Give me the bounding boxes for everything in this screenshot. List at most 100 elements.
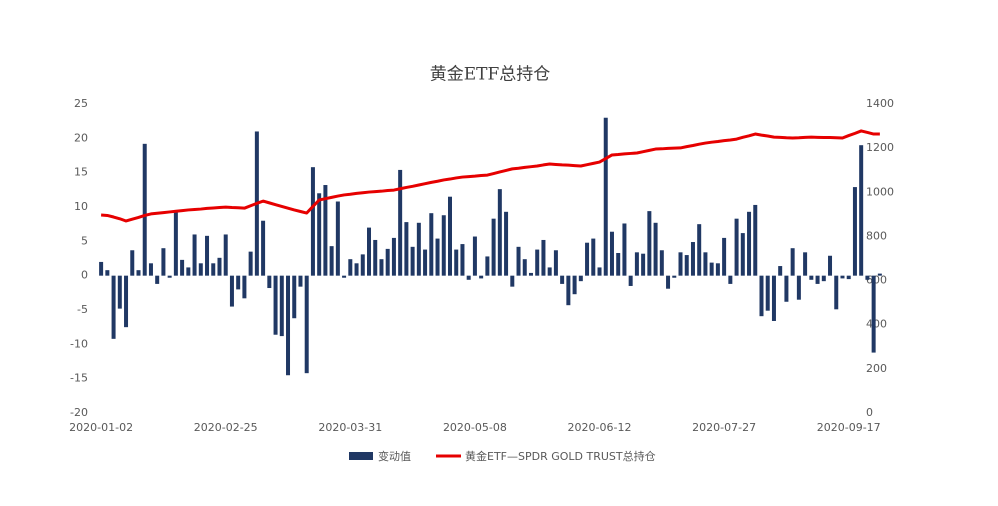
bar — [248, 251, 253, 276]
bar — [859, 145, 864, 276]
bar — [472, 236, 477, 276]
bar — [142, 143, 147, 276]
bar — [435, 238, 440, 276]
bar — [124, 275, 129, 328]
bar — [292, 275, 297, 319]
bar — [229, 275, 234, 307]
legend-swatch — [349, 452, 373, 460]
bar — [454, 249, 459, 276]
y2-tick-label: 400 — [866, 318, 887, 331]
bar — [778, 266, 783, 276]
bar — [298, 275, 303, 287]
bar — [796, 275, 801, 300]
bar — [329, 246, 334, 276]
line — [101, 129, 880, 223]
y-tick-label: 10 — [74, 200, 88, 213]
bar — [317, 193, 322, 276]
bar — [367, 227, 372, 276]
bar — [516, 246, 521, 276]
bar — [784, 275, 789, 302]
bar — [871, 275, 876, 353]
bar — [466, 275, 471, 280]
bar — [585, 242, 590, 276]
bar — [130, 250, 135, 276]
bar — [547, 267, 552, 276]
y2-tick-label: 200 — [866, 362, 887, 375]
bar — [528, 272, 533, 276]
bar — [111, 275, 116, 339]
bar — [740, 233, 745, 276]
bar — [404, 222, 409, 276]
bar — [304, 275, 309, 374]
y-tick-label: -15 — [70, 372, 88, 385]
bar — [354, 263, 359, 276]
bar — [410, 246, 415, 276]
bar — [423, 249, 428, 276]
bar — [715, 263, 720, 276]
bar — [485, 256, 490, 276]
bar — [728, 275, 733, 284]
y-tick-label: -10 — [70, 337, 88, 350]
bar — [522, 259, 527, 276]
bar — [323, 185, 328, 276]
bar — [416, 222, 421, 276]
x-tick-label: 2020-01-02 — [69, 421, 133, 434]
bar — [211, 263, 216, 276]
x-tick-label: 2020-07-27 — [692, 421, 756, 434]
bar — [566, 275, 571, 306]
bar — [709, 262, 714, 276]
bar — [690, 242, 695, 276]
bar — [99, 261, 104, 276]
bar — [672, 275, 677, 278]
y2-tick-label: 600 — [866, 274, 887, 287]
bar — [447, 196, 452, 276]
bar — [803, 252, 808, 276]
bar — [236, 275, 241, 290]
bar — [747, 211, 752, 276]
bar — [242, 275, 247, 299]
y-tick-label: 25 — [74, 97, 88, 110]
bar — [273, 275, 278, 335]
bar — [865, 275, 870, 280]
bar — [560, 275, 565, 284]
bar — [759, 275, 764, 317]
y-tick-label: 0 — [81, 269, 88, 282]
x-tick-label: 2020-03-31 — [318, 421, 382, 434]
bar — [441, 215, 446, 276]
y2-tick-label: 800 — [866, 229, 887, 242]
bar — [155, 275, 160, 284]
bar — [684, 255, 689, 276]
bar — [198, 263, 203, 276]
bar — [609, 231, 614, 276]
bar — [398, 169, 403, 276]
bar — [173, 211, 178, 276]
x-tick-label: 2020-09-17 — [817, 421, 881, 434]
bar — [192, 234, 197, 276]
bar — [753, 204, 758, 276]
y-tick-label: -20 — [70, 406, 88, 419]
bar — [460, 244, 465, 276]
bar — [765, 275, 770, 311]
bar — [541, 239, 546, 276]
bar — [360, 254, 365, 276]
bar — [834, 275, 839, 310]
bar — [510, 275, 515, 287]
y2-tick-label: 1200 — [866, 141, 894, 154]
bar — [678, 252, 683, 276]
bar — [697, 224, 702, 276]
bar — [634, 252, 639, 276]
bar — [840, 275, 845, 279]
bar — [261, 220, 266, 276]
bar — [205, 235, 210, 276]
bar — [180, 259, 185, 276]
bar — [117, 275, 122, 309]
bar — [722, 237, 727, 276]
bar — [535, 249, 540, 276]
bar — [653, 222, 658, 276]
bar — [479, 275, 484, 279]
bar — [666, 275, 671, 289]
bar — [628, 275, 633, 286]
bar — [641, 253, 646, 276]
bar — [771, 275, 776, 321]
